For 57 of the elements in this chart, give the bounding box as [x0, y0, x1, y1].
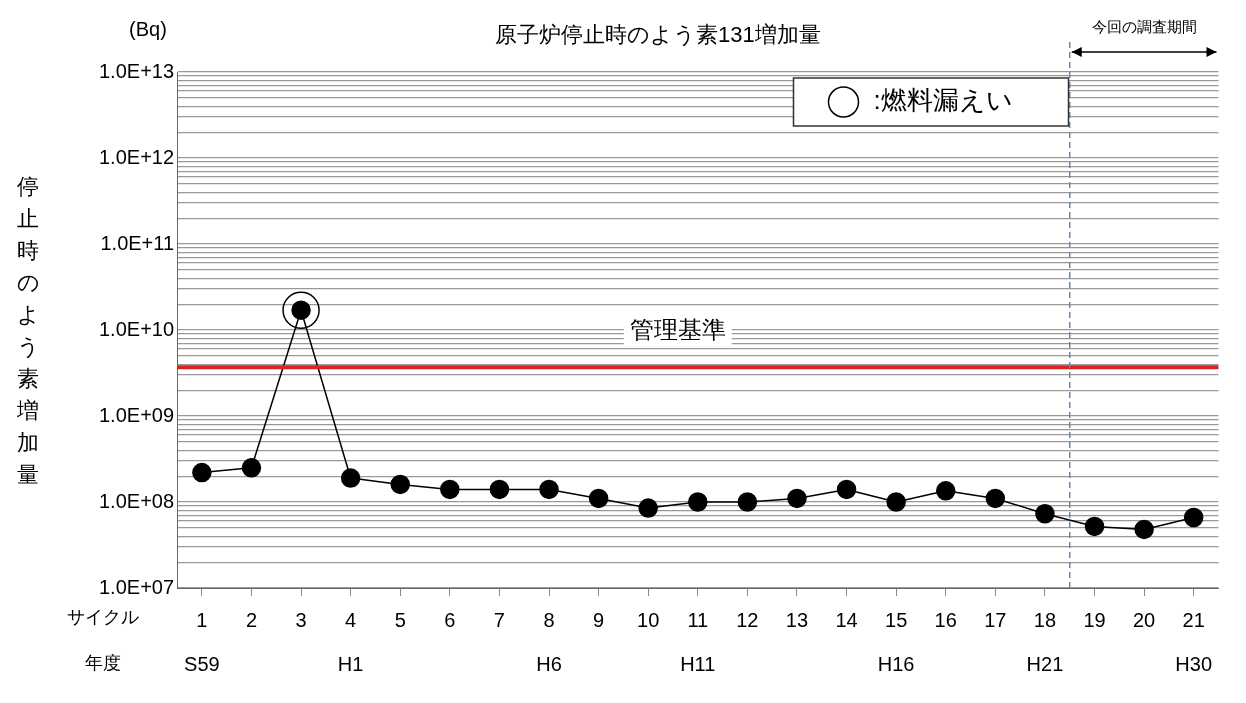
point [836, 479, 857, 500]
x-tick-label: 18 H21 [1026, 608, 1064, 675]
point [489, 479, 510, 500]
x-tick-label: 14 [835, 608, 858, 631]
x-tick-label: 8 H6 [536, 608, 562, 675]
x-tick-label: 16 [934, 608, 957, 631]
point [539, 479, 559, 500]
point [1084, 516, 1105, 537]
ref-line-label: 今回の調査期間 [1091, 18, 1197, 36]
x-tick-label: 9 [593, 608, 605, 631]
x-tick-label: 15 H16 [877, 608, 915, 675]
point [1183, 507, 1204, 528]
point [737, 492, 758, 512]
chart-title: 原子炉停止時のよう素131増加量 [494, 22, 821, 48]
point [340, 468, 361, 488]
x-tick-label: 10 [637, 608, 660, 631]
point [935, 481, 956, 501]
x-axis-title: サイクル [67, 606, 139, 627]
y-tick-label: 1.0E+11 [100, 231, 175, 254]
x-tick-label: 5 [394, 608, 406, 631]
point [787, 488, 807, 509]
y-tick-label: 1.0E+07 [98, 575, 175, 598]
point [390, 474, 410, 495]
y-tick-label: 1.0E+09 [98, 403, 175, 426]
x-tick-label: 7 [493, 608, 505, 631]
y-tick-label: 1.0E+08 [98, 489, 175, 512]
x-tick-label: 19 [1083, 608, 1106, 631]
text: 停止時のよう素増加量 [16, 174, 40, 488]
x-tick-label: 6 [444, 608, 456, 631]
x-tick-label: 13 [785, 608, 809, 631]
point [192, 462, 212, 483]
x-tick-label: 12 [736, 608, 759, 631]
x-tick-label: 20 [1132, 608, 1156, 631]
point [1134, 519, 1154, 540]
point [1035, 504, 1055, 524]
point [985, 488, 1006, 509]
text: 年度 [85, 652, 121, 673]
point [688, 492, 708, 512]
legend-label: :燃料漏えい [873, 85, 1013, 116]
ref-line-label: 管理基準 [629, 315, 726, 343]
text: (Bq) [129, 17, 167, 40]
x-tick-label: 11 H11 [680, 608, 716, 675]
x-tick-label: 2 [245, 608, 258, 631]
x-tick-label: 17 [984, 608, 1007, 631]
x-tick-label: 21 H30 [1175, 608, 1213, 675]
point [886, 492, 906, 512]
x-tick-label: 4 H1 [337, 608, 364, 675]
point [588, 488, 609, 509]
point [241, 458, 262, 478]
y-tick-label: 1.0E+10 [98, 317, 175, 340]
x-tick-label: 3 [295, 608, 307, 631]
y-tick-label: 1.0E+12 [98, 145, 175, 168]
x-tick-label: 1 S59 [184, 608, 220, 675]
point [282, 291, 320, 329]
y-tick-label: 1.0E+13 [98, 59, 175, 82]
point [638, 498, 658, 518]
point [440, 479, 460, 500]
